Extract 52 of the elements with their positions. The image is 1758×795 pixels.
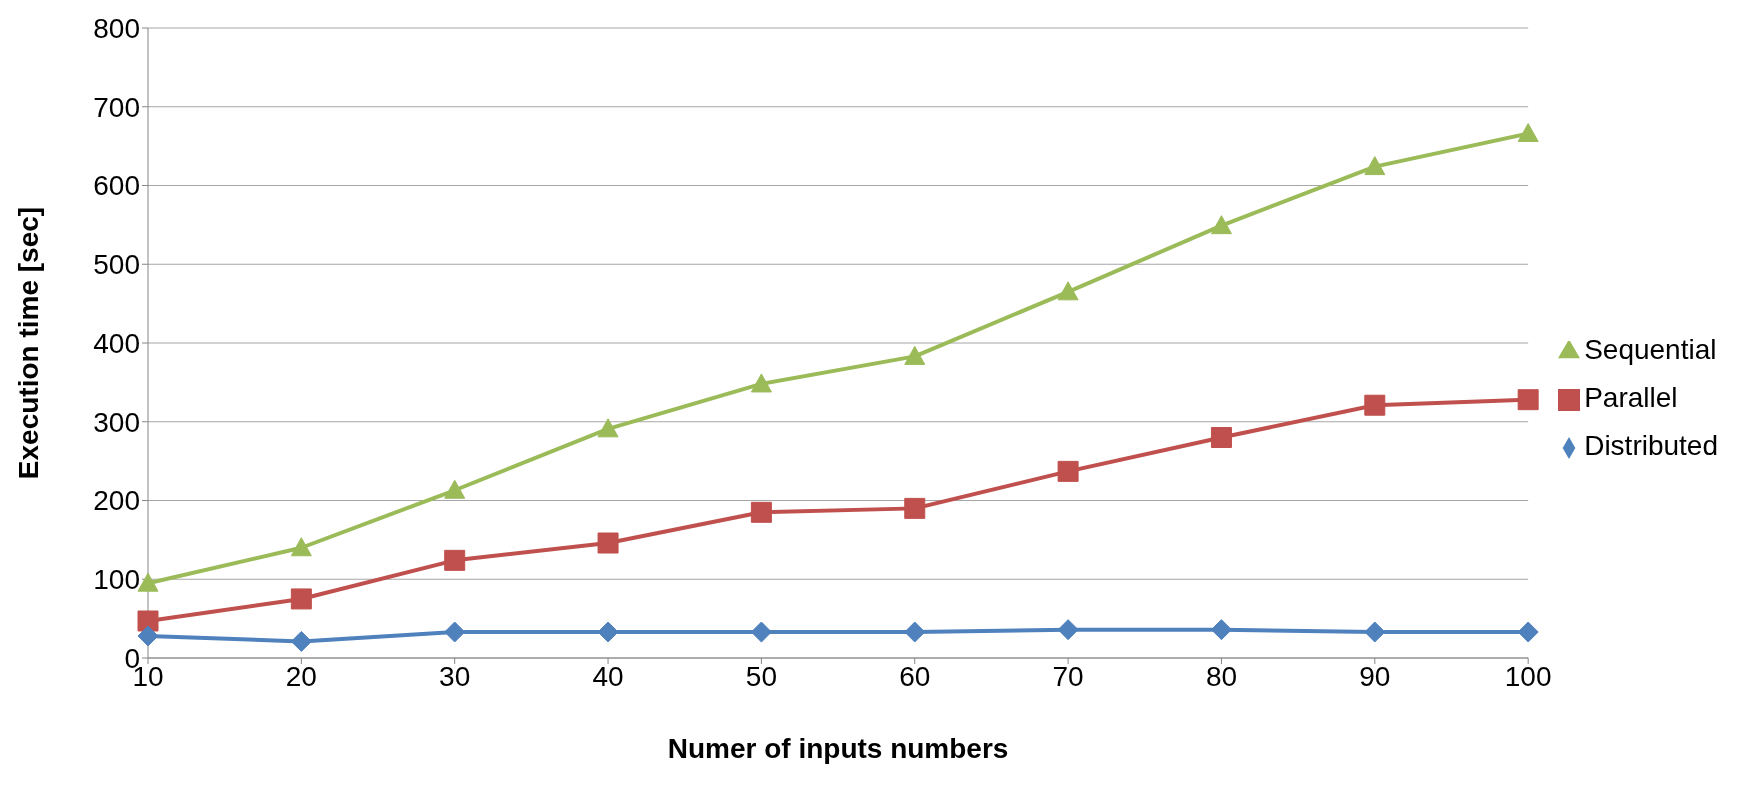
y-tick-label: 800	[93, 12, 140, 44]
point	[750, 373, 772, 393]
point	[904, 497, 926, 519]
point	[904, 621, 926, 643]
point	[1364, 394, 1386, 416]
point	[290, 630, 312, 652]
y-tick-label: 500	[93, 249, 140, 281]
x-tick-label: 40	[592, 660, 624, 692]
point	[137, 572, 159, 592]
x-tick-label: 20	[285, 660, 317, 692]
x-tick-label: 70	[1052, 660, 1084, 692]
y-tick-label: 400	[93, 327, 140, 359]
legend-label: Parallel	[1584, 382, 1678, 413]
point	[444, 549, 466, 571]
point	[290, 537, 312, 557]
legend-label: Distributed	[1584, 430, 1718, 461]
point	[1210, 215, 1232, 235]
point	[1210, 619, 1232, 641]
legend-label: Sequential	[1584, 334, 1717, 365]
point	[904, 345, 926, 365]
x-tick-label: 50	[745, 660, 777, 692]
point	[137, 625, 159, 647]
point	[1057, 460, 1079, 482]
point	[1057, 281, 1079, 301]
point	[750, 501, 772, 523]
point	[290, 588, 312, 610]
y-tick-label: 100	[93, 564, 140, 596]
y-axis-title: Execution time [sec]	[12, 206, 44, 480]
point	[444, 621, 466, 643]
point	[597, 532, 619, 554]
x-tick-label: 90	[1359, 660, 1391, 692]
point	[1364, 156, 1386, 176]
point	[1057, 619, 1079, 641]
point	[137, 610, 159, 632]
point	[1364, 621, 1386, 643]
point	[1517, 123, 1539, 143]
x-tick-label: 60	[899, 660, 931, 692]
x-tick-label: 30	[439, 660, 471, 692]
y-tick-label: 300	[93, 406, 140, 438]
point	[750, 621, 772, 643]
point	[1517, 621, 1539, 643]
point	[1517, 389, 1539, 411]
point	[444, 479, 466, 499]
y-tick-label: 700	[93, 91, 140, 123]
point	[597, 418, 619, 438]
x-tick-label: 100	[1504, 660, 1552, 692]
point	[1210, 427, 1232, 448]
x-tick-label: 80	[1205, 660, 1238, 692]
point	[597, 621, 619, 643]
y-tick-label: 200	[93, 485, 140, 517]
y-tick-label: 600	[93, 170, 140, 202]
x-axis-title: Numer of inputs numbers	[667, 733, 1009, 764]
